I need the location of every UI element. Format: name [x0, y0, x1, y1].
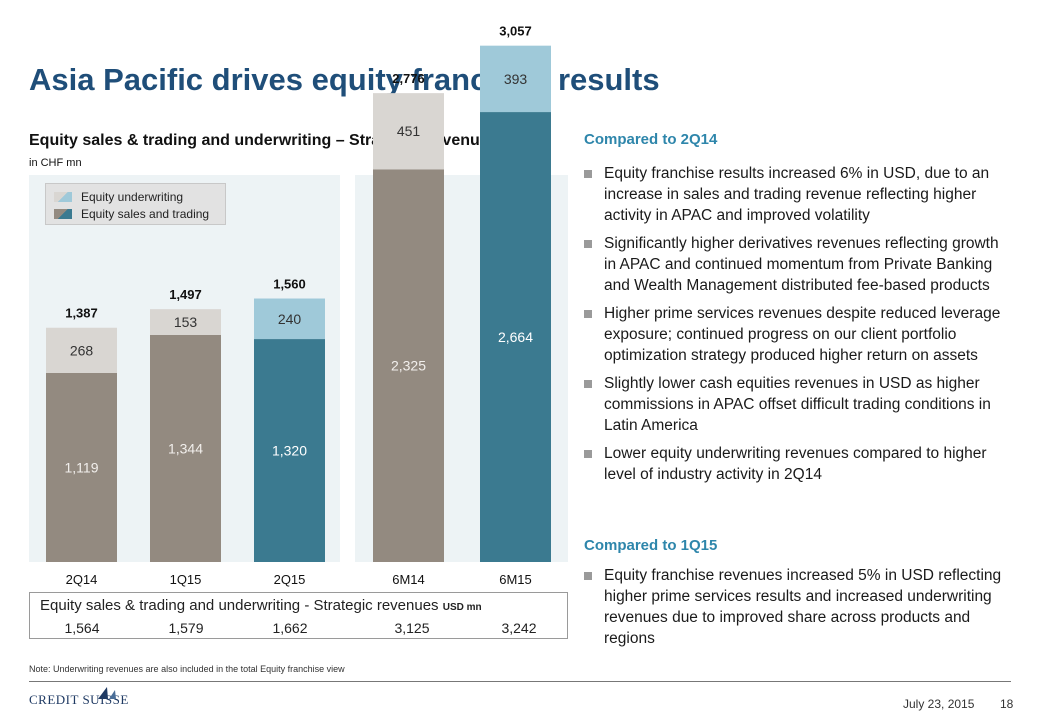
total-label-6m15: 3,057 [499, 24, 532, 39]
bar-underwriting-1q15 [150, 309, 221, 335]
bullet-text: Lower equity underwriting revenues compa… [604, 445, 987, 483]
bullet-item: Equity franchise revenues increased 5% i… [584, 565, 1004, 649]
bullet-text: Higher prime services revenues despite r… [604, 305, 1001, 364]
usd-value-6m14: 3,125 [394, 620, 430, 636]
bar-underwriting-6m15 [480, 45, 551, 113]
x-tick-label-6m14: 6M14 [392, 572, 425, 587]
data-label-underwriting-2q15: 240 [278, 311, 302, 327]
legend-item-sales-trading: Equity sales and trading [54, 205, 225, 222]
data-label-sales-trading-6m14: 2,325 [391, 358, 426, 374]
bullet-square-icon [584, 170, 592, 178]
legend-label-sales-trading: Equity sales and trading [81, 206, 210, 221]
data-label-sales-trading-2q14: 1,119 [65, 460, 99, 476]
bullets-1q15: Equity franchise revenues increased 5% i… [584, 565, 1004, 656]
bullet-item: Lower equity underwriting revenues compa… [584, 443, 1004, 485]
usd-value-2q14: 1,564 [64, 620, 100, 636]
bar-underwriting-2q14 [46, 327, 117, 374]
bullet-item: Significantly higher derivatives revenue… [584, 233, 1004, 296]
page-number: 18 [1000, 697, 1014, 711]
data-label-sales-trading-1q15: 1,344 [168, 440, 203, 456]
chart-legend: Equity underwriting Equity sales and tra… [45, 183, 226, 225]
footnote: Note: Underwriting revenues are also inc… [29, 664, 345, 674]
legend-swatch-sales-trading [54, 208, 72, 219]
data-label-sales-trading-6m15: 2,664 [498, 329, 533, 345]
bar-sales-trading-1q15 [150, 334, 221, 562]
legend-swatch-underwriting [54, 191, 72, 202]
bullet-text: Slightly lower cash equities revenues in… [604, 375, 991, 434]
usd-value-1q15: 1,579 [168, 620, 204, 636]
x-tick-label-2q15: 2Q15 [274, 572, 306, 587]
data-label-underwriting-2q14: 268 [70, 342, 94, 358]
data-label-underwriting-1q15: 153 [174, 314, 198, 330]
bar-sales-trading-6m14 [373, 169, 444, 562]
x-tick-label-1q15: 1Q15 [170, 572, 202, 587]
bullet-item: Slightly lower cash equities revenues in… [584, 373, 1004, 436]
bullet-square-icon [584, 240, 592, 248]
usd-revenues-box: Equity sales & trading and underwriting … [29, 592, 568, 639]
bullet-text: Significantly higher derivatives revenue… [604, 235, 999, 294]
slide-date: July 23, 2015 [903, 697, 975, 711]
data-label-underwriting-6m15: 393 [504, 71, 528, 87]
bar-underwriting-6m14 [373, 93, 444, 170]
usd-box-title-text: Equity sales & trading and underwriting … [40, 597, 439, 614]
bullet-square-icon [584, 380, 592, 388]
bullet-item: Higher prime services revenues despite r… [584, 303, 1004, 366]
section-heading-2q14: Compared to 2Q14 [584, 131, 718, 148]
bullet-square-icon [584, 572, 592, 580]
bullet-item: Equity franchise results increased 6% in… [584, 163, 1004, 226]
bullet-square-icon [584, 310, 592, 318]
legend-item-underwriting: Equity underwriting [54, 188, 225, 205]
bullet-text: Equity franchise revenues increased 5% i… [604, 567, 1002, 647]
bar-sales-trading-2q15 [254, 339, 325, 562]
total-label-2q15: 1,560 [273, 277, 306, 292]
chart-unit: in CHF mn [29, 157, 82, 169]
x-tick-label-6m15: 6M15 [499, 572, 532, 587]
x-tick-label-2q14: 2Q14 [66, 572, 98, 587]
total-label-2q14: 1,387 [65, 306, 98, 321]
data-label-sales-trading-2q15: 1,320 [272, 443, 307, 459]
bar-underwriting-2q15 [254, 298, 325, 340]
bullets-2q14: Equity franchise results increased 6% in… [584, 163, 1004, 492]
legend-label-underwriting: Equity underwriting [81, 189, 184, 204]
total-label-6m14: 2,776 [392, 71, 425, 86]
total-label-1q15: 1,497 [169, 287, 202, 302]
usd-box-unit: USD mn [442, 602, 482, 613]
bullet-square-icon [584, 450, 592, 458]
sails-logo-icon [98, 687, 116, 699]
data-label-underwriting-6m14: 451 [397, 123, 421, 139]
usd-value-6m15: 3,242 [501, 620, 537, 636]
bullet-text: Equity franchise results increased 6% in… [604, 165, 990, 224]
footer-divider [29, 681, 1011, 682]
usd-box-title: Equity sales & trading and underwriting … [40, 597, 482, 614]
slide-title: Asia Pacific drives equity franchise res… [29, 62, 660, 97]
usd-value-2q15: 1,662 [272, 620, 308, 636]
bar-sales-trading-6m15 [480, 112, 551, 562]
bar-sales-trading-2q14 [46, 373, 117, 562]
section-heading-1q15: Compared to 1Q15 [584, 537, 718, 554]
